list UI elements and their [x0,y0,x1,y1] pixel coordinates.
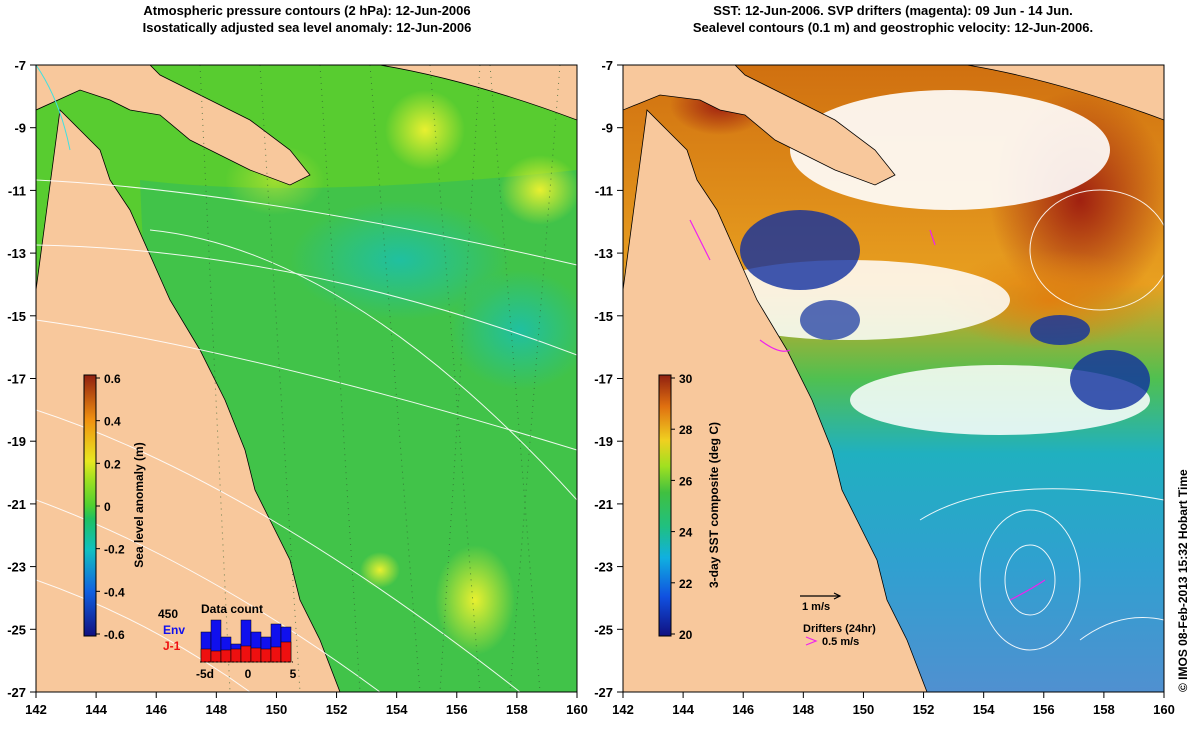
left-ytick-label: -9 [14,121,26,136]
drifters-label: Drifters (24hr) [803,623,876,635]
right-colorbar-tick: 28 [679,423,693,437]
left-colorbar-tick: -0.6 [104,628,125,642]
drifter-speed-label: 0.5 m/s [822,636,859,648]
right-xtick-label: 160 [1153,702,1175,717]
left-ytick-label: -13 [7,246,26,261]
right-xtick-label: 146 [732,702,754,717]
right-xtick-label: 156 [1033,702,1055,717]
right-ytick-label: -9 [601,121,613,136]
colorbar-ticks: 0.6 0.4 0.2 0 -0.2 -0.4 -0.6 30 28 26 24 22 20 [96,372,693,642]
left-colorbar-tick: -0.2 [104,543,125,557]
right-ytick-label: -7 [601,58,613,73]
right-xtick-label: 144 [672,702,694,717]
right-ytick-label: -27 [594,685,613,700]
left-ytick-label: -15 [7,309,26,324]
j1-bar [260,648,272,663]
j1-label: J-1 [163,639,181,653]
right-colorbar-tick: 20 [679,628,693,642]
right-xtick-label: 142 [612,702,634,717]
left-xtick-label: 154 [386,702,408,717]
credit-text: © IMOS 08-Feb-2013 15:32 Hobart Time [1176,469,1190,692]
right-xtick-label: 154 [973,702,995,717]
left-map [36,65,577,692]
left-ytick-label: -27 [7,685,26,700]
right-ytick-label: -23 [594,560,613,575]
left-xtick-label: 142 [25,702,47,717]
left-ytick-label: -25 [7,622,26,637]
left-colorbar [83,374,97,637]
right-ytick-label: -13 [594,246,613,261]
j1-bar [280,641,292,663]
left-ytick-label: -7 [14,58,26,73]
data-count-xtick-2: 0 [245,667,252,681]
left-xtick-label: 148 [205,702,227,717]
right-colorbar [658,374,672,637]
left-title: Atmospheric pressure contours (2 hPa): 1… [36,2,578,36]
left-xtick-label: 146 [145,702,167,717]
left-xtick-label: 156 [446,702,468,717]
right-ytick-label: -19 [594,434,613,449]
left-colorbar-label: Sea level anomaly (m) [132,442,146,567]
right-ytick-label: -21 [594,497,613,512]
data-count-xtick-1: -5d [196,667,214,681]
right-xtick-label: 148 [792,702,814,717]
left-ytick-label: -21 [7,497,26,512]
left-colorbar-tick: 0.2 [104,457,121,471]
drifter-tracks [689,219,1046,601]
j1-bar [230,648,242,663]
right-colorbar-tick: 26 [679,474,693,488]
left-title-line1: Atmospheric pressure contours (2 hPa): 1… [143,3,471,18]
right-axes: -7 -9 -11 -13 -15 -17 -19 -21 -23 -25 -27 142 144 146… [594,58,1175,717]
right-ytick-label: -15 [594,309,613,324]
left-xtick-label: 158 [506,702,528,717]
left-colorbar-tick: 0 [104,500,111,514]
left-colorbar-tick: 0.4 [104,415,121,429]
left-axes: -7 -9 -11 -13 -15 -17 -19 -21 -23 -25 -27 142 144 146… [7,58,588,717]
velocity-scale-label: 1 m/s [802,601,830,613]
left-ytick-label: -19 [7,434,26,449]
right-ytick-label: -25 [594,622,613,637]
env-label: Env [163,623,185,637]
left-ytick-label: -11 [8,183,26,198]
left-xtick-label: 152 [326,702,348,717]
right-colorbar-tick: 22 [679,577,693,591]
right-ytick-label: -11 [595,183,613,198]
right-map [623,65,1164,692]
left-xtick-label: 144 [85,702,107,717]
j1-bar [250,647,262,663]
data-count-max: 450 [158,607,178,621]
j1-bar [220,649,232,663]
j1-bar [240,645,252,663]
right-xtick-label: 150 [853,702,875,717]
j1-bar [200,648,212,663]
data-count-xtick-3: 5 [290,667,297,681]
right-contours [919,189,1164,651]
data-count-inset [200,619,293,663]
right-xtick-label: 152 [913,702,935,717]
left-colorbar-tick: -0.4 [104,585,125,599]
left-title-line2: Isostatically adjusted sea level anomaly… [142,20,472,35]
data-count-bars [200,619,292,663]
left-xtick-label: 160 [566,702,588,717]
right-colorbar-tick: 24 [679,526,693,540]
left-land [36,65,577,692]
right-title: SST: 12-Jun-2006. SVP drifters (magenta)… [622,2,1164,36]
right-colorbar-label: 3-day SST composite (deg C) [707,422,721,588]
right-land [623,65,1164,692]
left-ytick-label: -23 [7,560,26,575]
j1-bar [270,646,282,663]
left-contours [36,179,577,692]
j1-bar [210,650,222,663]
right-xtick-label: 158 [1093,702,1115,717]
right-title-line2: Sealevel contours (0.1 m) and geostrophi… [692,20,1094,35]
right-ytick-label: -17 [594,372,613,387]
left-colorbar-tick: 0.6 [104,372,121,386]
data-count-title: Data count [201,602,263,616]
left-xtick-label: 150 [266,702,288,717]
drifter-legend-icon [805,636,818,646]
left-ytick-label: -17 [7,372,26,387]
right-title-line1: SST: 12-Jun-2006. SVP drifters (magenta)… [713,3,1073,18]
right-colorbar-tick: 30 [679,372,693,386]
